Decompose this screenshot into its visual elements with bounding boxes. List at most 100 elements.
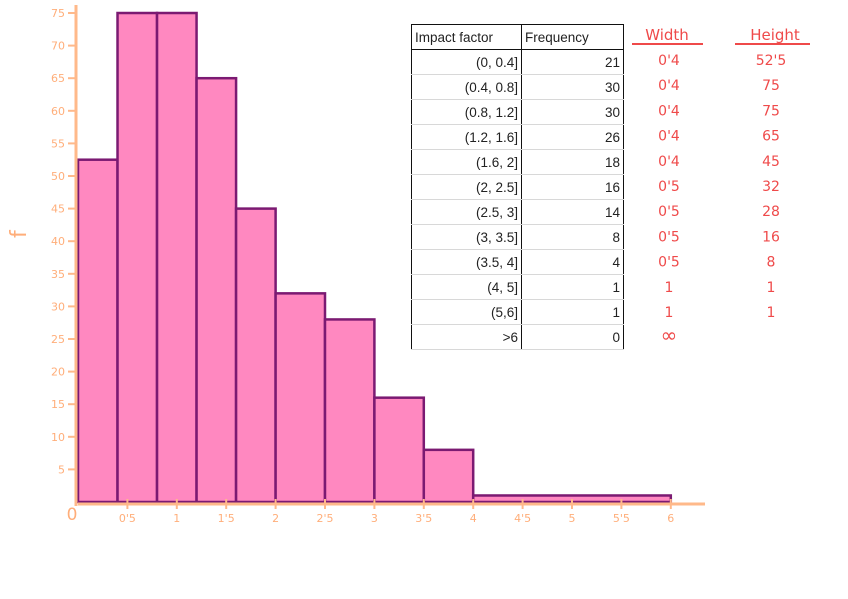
height-note: 75 — [762, 78, 780, 94]
width-note: 0'5 — [658, 204, 680, 220]
height-note: 1 — [767, 280, 776, 296]
histogram-bar — [76, 158, 119, 504]
y-tick-label: 10 — [51, 431, 65, 444]
frequency-cell: 14 — [521, 199, 624, 225]
width-header: Width — [645, 26, 689, 44]
histogram-bar — [234, 207, 277, 504]
y-tick-label: 65 — [51, 72, 65, 85]
histogram-bar — [373, 396, 426, 504]
table-row: (0, 0.4] 21 — [411, 49, 624, 75]
impact-factor-cell: (4, 5] — [411, 274, 522, 300]
histogram-bar — [274, 292, 327, 504]
header-impact-factor: Impact factor — [411, 24, 522, 50]
header-frequency: Frequency — [521, 24, 624, 50]
frequency-cell: 1 — [521, 274, 624, 300]
histogram-bar — [195, 76, 238, 504]
y-tick-label: 20 — [51, 366, 65, 379]
impact-factor-cell: (2.5, 3] — [411, 199, 522, 225]
frequency-table: Impact factor Frequency (0, 0.4] 21 (0.4, … — [411, 24, 624, 350]
y-tick-label: 75 — [51, 7, 65, 20]
impact-factor-cell: (2, 2.5] — [411, 174, 522, 200]
impact-factor-cell: (3, 3.5] — [411, 224, 522, 250]
x-tick-label: 0'5 — [119, 512, 136, 525]
frequency-cell: 26 — [521, 124, 624, 150]
impact-factor-cell: (0, 0.4] — [411, 49, 522, 75]
table-row: (1.2, 1.6] 26 — [411, 124, 624, 150]
y-axis-label: f — [7, 229, 32, 238]
histogram-bar — [422, 448, 475, 504]
width-note: 0'4 — [658, 154, 680, 170]
width-note: ∞ — [661, 323, 678, 347]
y-tick-label: 35 — [51, 268, 65, 281]
impact-factor-cell: (1.6, 2] — [411, 149, 522, 175]
table-row: (0.4, 0.8] 30 — [411, 74, 624, 100]
frequency-cell: 16 — [521, 174, 624, 200]
height-note: 8 — [767, 255, 776, 271]
height-note: 1 — [767, 305, 776, 321]
y-tick-label: 45 — [51, 203, 65, 216]
table-row: (5,6] 1 — [411, 299, 624, 325]
y-tick-label: 60 — [51, 105, 65, 118]
y-tick-label: 15 — [51, 398, 65, 411]
y-tick-label: 25 — [51, 333, 65, 346]
impact-factor-cell: (5,6] — [411, 299, 522, 325]
frequency-cell: 30 — [521, 74, 624, 100]
height-note: 32 — [762, 179, 780, 195]
width-note: 0'5 — [658, 229, 680, 245]
height-note: 45 — [762, 154, 780, 170]
height-note: 52'5 — [756, 53, 787, 69]
x-tick-label: 4'5 — [514, 512, 531, 525]
impact-factor-cell: >6 — [411, 324, 522, 350]
width-note: 0'4 — [658, 53, 680, 69]
height-header: Height — [750, 26, 800, 44]
x-tick-label: 6 — [667, 512, 674, 525]
frequency-cell: 0 — [521, 324, 624, 350]
y-tick-label: 70 — [51, 40, 65, 53]
histogram-bar — [155, 11, 198, 504]
frequency-cell: 21 — [521, 49, 624, 75]
x-tick-label: 4 — [470, 512, 477, 525]
x-tick-label: 1'5 — [218, 512, 235, 525]
x-tick-label: 3'5 — [415, 512, 432, 525]
x-tick-label: 5'5 — [613, 512, 630, 525]
impact-factor-cell: (0.8, 1.2] — [411, 99, 522, 125]
impact-factor-cell: (3.5, 4] — [411, 249, 522, 275]
height-note: 65 — [762, 129, 780, 145]
table-row: (2.5, 3] 14 — [411, 199, 624, 225]
y-tick-label: 55 — [51, 137, 65, 150]
x-tick-label: 2 — [272, 512, 279, 525]
y-tick-label: 40 — [51, 235, 65, 248]
width-note: 1 — [665, 305, 674, 321]
frequency-cell: 8 — [521, 224, 624, 250]
width-note: 1 — [665, 280, 674, 296]
height-note: 75 — [762, 103, 780, 119]
width-note: 0'4 — [658, 103, 680, 119]
height-note: 16 — [762, 229, 780, 245]
histogram-bar — [116, 11, 159, 504]
width-note: 0'4 — [658, 129, 680, 145]
y-tick-label: 50 — [51, 170, 65, 183]
frequency-cell: 1 — [521, 299, 624, 325]
x-tick-label: 1 — [173, 512, 180, 525]
width-note: 0'5 — [658, 179, 680, 195]
frequency-cell: 18 — [521, 149, 624, 175]
impact-factor-cell: (0.4, 0.8] — [411, 74, 522, 100]
width-note: 0'5 — [658, 255, 680, 271]
table-row: (3.5, 4] 4 — [411, 249, 624, 275]
table-row: (0.8, 1.2] 30 — [411, 99, 624, 125]
frequency-cell: 4 — [521, 249, 624, 275]
table-row: (4, 5] 1 — [411, 274, 624, 300]
x-tick-label: 3 — [371, 512, 378, 525]
impact-factor-cell: (1.2, 1.6] — [411, 124, 522, 150]
table-row: (3, 3.5] 8 — [411, 224, 624, 250]
x-tick-label: 2'5 — [316, 512, 333, 525]
histogram-bar — [323, 318, 376, 504]
frequency-cell: 30 — [521, 99, 624, 125]
width-note: 0'4 — [658, 78, 680, 94]
table-row: (1.6, 2] 18 — [411, 149, 624, 175]
table-header-row: Impact factor Frequency — [411, 24, 624, 50]
x-tick-label: 5 — [569, 512, 576, 525]
height-note: 28 — [762, 204, 780, 220]
table-row: (2, 2.5] 16 — [411, 174, 624, 200]
